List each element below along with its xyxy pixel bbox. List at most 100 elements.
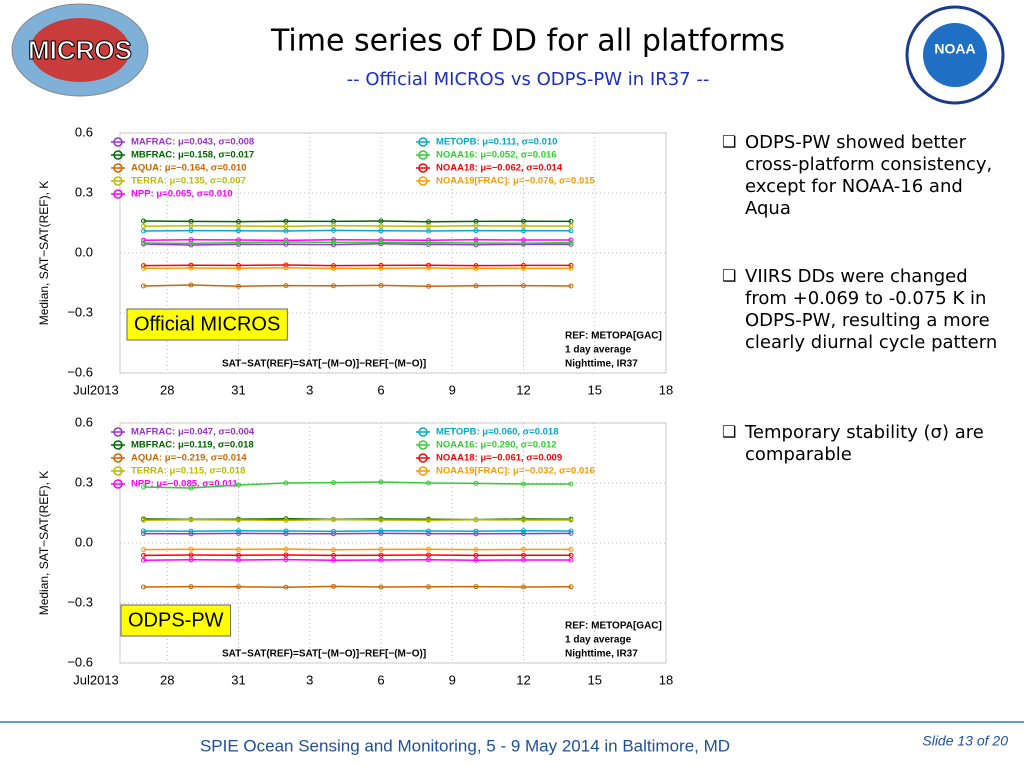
point — [141, 218, 146, 224]
point — [188, 546, 194, 552]
annotation: Nighttime, IR37 — [565, 359, 638, 370]
point — [568, 584, 574, 590]
point — [378, 265, 384, 271]
point — [188, 228, 194, 234]
point — [331, 552, 336, 558]
point — [141, 528, 146, 534]
point — [141, 584, 146, 590]
panel-label-box — [126, 308, 288, 341]
series-line — [143, 558, 571, 561]
y-axis-label: Median, SAT−SAT(REF), K — [37, 471, 51, 616]
point — [521, 531, 526, 537]
x-tick-label: 6 — [377, 672, 384, 687]
point — [473, 584, 479, 590]
point — [473, 240, 479, 246]
point — [426, 557, 431, 563]
point — [331, 239, 336, 245]
point — [283, 528, 289, 534]
legend-label: NOAA16: μ=0.052, σ=0.016 — [436, 150, 557, 161]
point — [236, 584, 241, 590]
point — [283, 223, 289, 229]
y-tick-label: 0.6 — [75, 414, 93, 429]
point — [283, 262, 289, 268]
x-tick-label: Jul2013 — [73, 672, 119, 687]
point — [521, 240, 526, 246]
series-line — [143, 229, 571, 232]
point — [283, 228, 289, 234]
bullet-icon: ❑ — [722, 424, 737, 441]
point — [568, 528, 574, 534]
bullet: ODPS-PW showed better cross-platform con… — [745, 132, 993, 219]
point — [236, 482, 241, 488]
x-tick-label: 12 — [516, 672, 530, 687]
point — [236, 240, 241, 246]
point — [426, 546, 431, 552]
slide-subtitle: -- Official MICROS vs ODPS-PW in IR37 -- — [347, 69, 710, 90]
legend-marker — [418, 440, 428, 450]
point — [331, 265, 336, 271]
legend-label: METOPB: μ=0.111, σ=0.010 — [436, 137, 557, 148]
point — [568, 237, 574, 243]
slide-title: Time series of DD for all platforms — [270, 24, 785, 59]
x-tick-label: 28 — [160, 382, 174, 397]
legend-label: METOPB: μ=0.060, σ=0.018 — [436, 427, 559, 438]
point — [188, 528, 194, 534]
point — [283, 584, 289, 590]
point — [331, 283, 336, 289]
legend-marker — [113, 163, 123, 173]
panel-label: ODPS-PW — [128, 609, 224, 631]
point — [141, 228, 146, 234]
point — [426, 480, 431, 486]
point — [141, 517, 146, 523]
point — [521, 546, 526, 552]
point — [378, 552, 384, 558]
point — [521, 223, 526, 229]
point — [473, 263, 479, 269]
point — [426, 223, 431, 229]
point — [473, 223, 479, 229]
legend-label: TERRA: μ=0.135, σ=0.007 — [131, 176, 246, 187]
y-tick-label: −0.3 — [67, 594, 93, 609]
point — [188, 240, 194, 246]
x-tick-label: 31 — [231, 672, 245, 687]
legend-label: NPP: μ=0.065, σ=0.010 — [131, 189, 233, 200]
point — [568, 240, 574, 246]
point — [568, 283, 574, 289]
x-tick-label: 18 — [659, 672, 673, 687]
point — [236, 517, 241, 523]
annotation: Nighttime, IR37 — [565, 649, 638, 660]
point — [521, 552, 526, 558]
point — [331, 223, 336, 229]
point — [188, 552, 194, 558]
annotation: SAT−SAT(REF)=SAT[−(M−O)]−REF[−(M−O)] — [222, 359, 426, 370]
series-line — [143, 241, 572, 245]
x-tick-label: 3 — [306, 672, 313, 687]
point — [283, 552, 289, 558]
noaa-logo-text: NOAA — [934, 41, 975, 57]
point — [473, 517, 479, 523]
point — [141, 547, 146, 553]
legend-marker — [418, 137, 428, 147]
point — [426, 283, 431, 289]
legend-label: MBFRAC: μ=0.158, σ=0.017 — [131, 150, 254, 161]
point — [521, 218, 526, 224]
x-tick-label: 15 — [588, 672, 602, 687]
point — [473, 528, 479, 534]
point — [188, 265, 194, 271]
point — [521, 228, 526, 234]
series-line — [143, 224, 571, 228]
legend-marker — [113, 440, 123, 450]
point — [568, 223, 574, 229]
series-line — [143, 518, 571, 522]
legend-marker — [113, 137, 123, 147]
bullet: VIIRS DDs were changed from +0.069 to -0… — [745, 266, 998, 353]
point — [521, 584, 526, 590]
point — [568, 517, 574, 523]
legend-marker — [418, 176, 428, 186]
y-tick-label: −0.6 — [67, 364, 93, 379]
series-line — [143, 530, 572, 533]
x-tick-label: 31 — [231, 382, 245, 397]
point — [141, 223, 146, 229]
legend-label: NOAA18: μ=−0.061, σ=0.009 — [436, 453, 562, 464]
point — [426, 517, 431, 523]
